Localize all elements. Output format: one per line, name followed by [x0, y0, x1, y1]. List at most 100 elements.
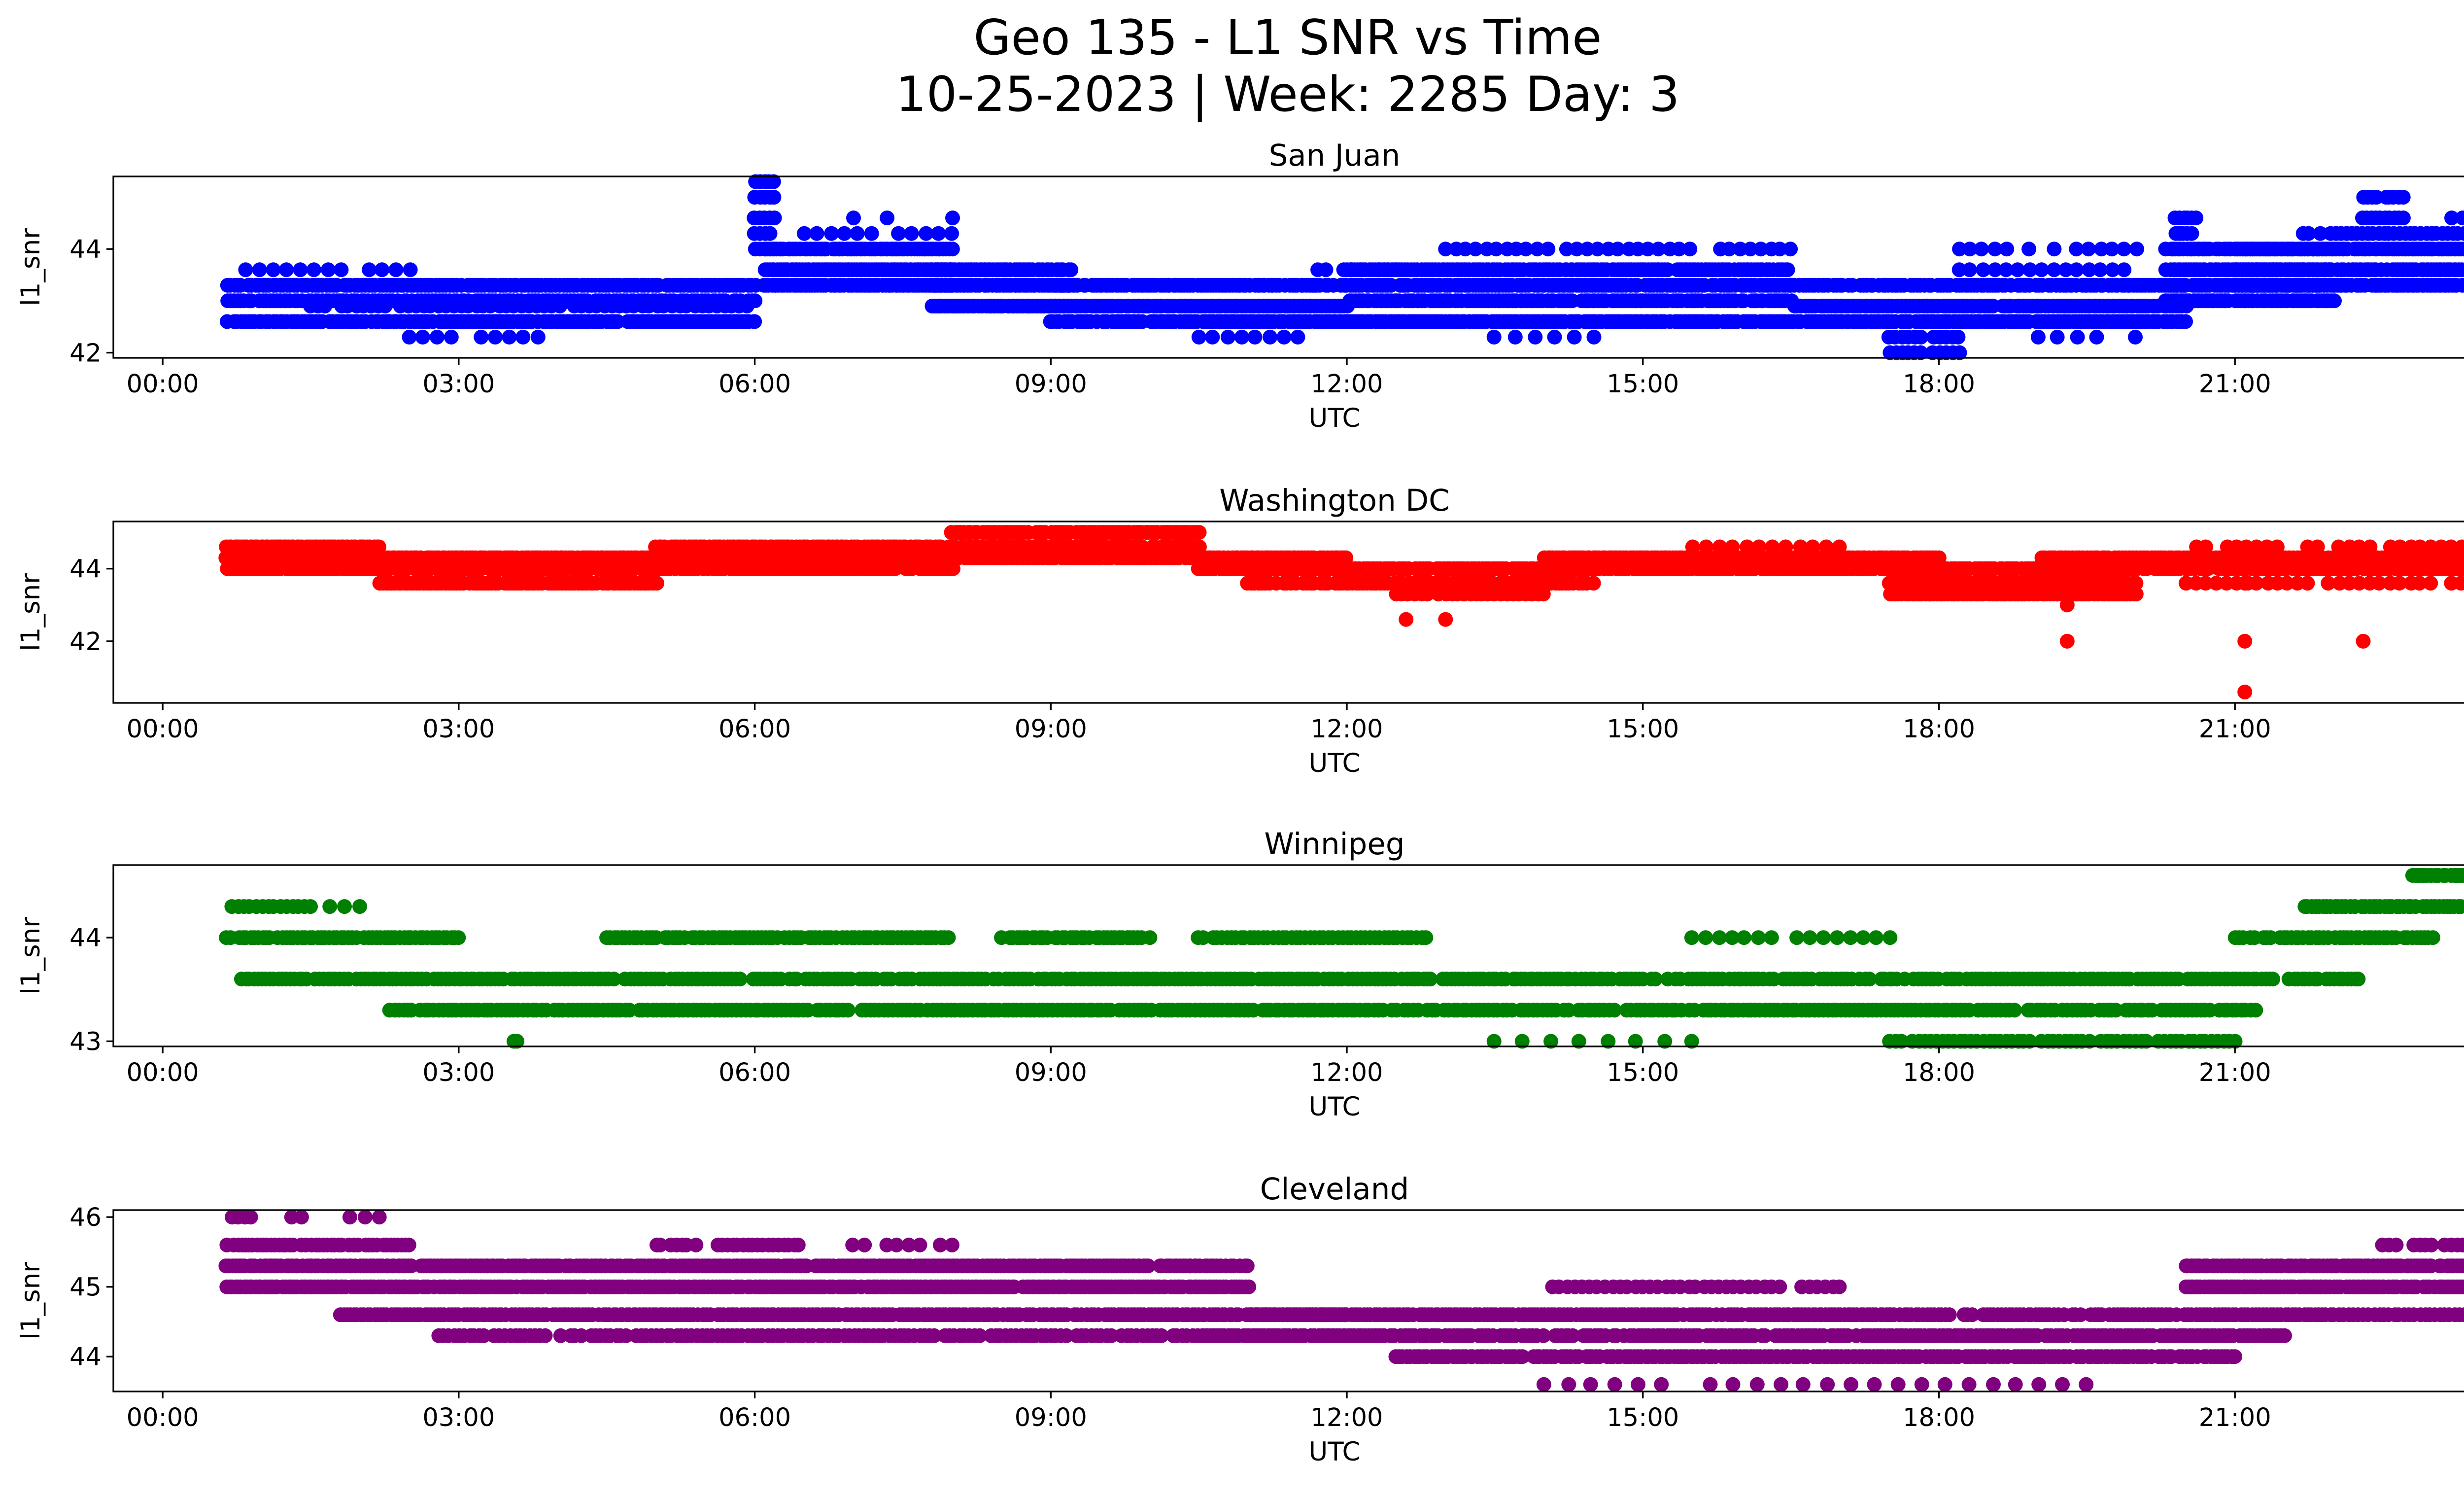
data-point [2327, 293, 2342, 309]
data-point [2116, 242, 2131, 257]
data-point [931, 226, 946, 241]
data-point [2129, 242, 2144, 257]
data-point [266, 262, 281, 278]
data-point [317, 298, 333, 313]
y-tick-label: 42 [69, 339, 102, 368]
data-point [1234, 329, 1249, 345]
data-point [1778, 539, 1793, 555]
data-point [362, 262, 377, 278]
data-point [766, 190, 782, 205]
data-point [2070, 329, 2085, 345]
data-point [1951, 329, 1966, 345]
data-point [375, 262, 390, 278]
data-point [238, 262, 253, 278]
data-point [1712, 539, 1727, 555]
data-point [1682, 242, 1698, 257]
data-point [2089, 329, 2104, 345]
data-point [1751, 539, 1767, 555]
data-point [1962, 262, 1977, 278]
data-point [502, 329, 517, 345]
data-point [850, 226, 865, 241]
data-point [1247, 329, 1263, 345]
data-point [944, 226, 959, 241]
data-point [1205, 329, 1220, 345]
data-point [1486, 329, 1502, 345]
x-axis-label: UTC [1308, 403, 1360, 433]
data-point [650, 576, 664, 591]
data-point [444, 329, 459, 345]
data-point [1220, 329, 1235, 345]
data-point [1913, 329, 1928, 345]
data-point [880, 210, 895, 226]
data-point [762, 226, 778, 241]
data-point [1547, 329, 1562, 345]
data-point [2128, 329, 2143, 345]
data-point [1832, 539, 1847, 555]
data-point [1999, 242, 2015, 257]
data-point [767, 210, 782, 226]
data-point [334, 262, 349, 278]
data-point [377, 298, 393, 313]
data-point [2047, 242, 2062, 257]
data-point [919, 226, 934, 241]
figure-title-line1: Geo 135 - L1 SNR vs Time [974, 10, 1602, 66]
data-point [1974, 242, 1989, 257]
data-point [1263, 329, 1278, 345]
data-point [891, 226, 906, 241]
x-tick-label: 09:00 [1015, 370, 1087, 399]
data-point [704, 314, 719, 329]
data-point [1780, 262, 1795, 278]
data-point [2396, 210, 2411, 226]
data-point [2081, 242, 2096, 257]
data-point [2021, 242, 2037, 257]
data-point [403, 262, 418, 278]
x-tick-label: 12:00 [1311, 370, 1383, 399]
data-point [388, 262, 404, 278]
data-point [1276, 329, 1292, 345]
data-point [2189, 210, 2204, 226]
data-point [610, 314, 625, 329]
data-point [252, 262, 267, 278]
x-tick-label: 06:00 [719, 370, 791, 399]
data-point [1540, 242, 1556, 257]
data-point [766, 174, 781, 189]
data-point [1805, 539, 1820, 555]
y-axis-label: l1_snr [16, 228, 46, 306]
y-tick-label: 44 [69, 235, 102, 264]
data-point [306, 262, 321, 278]
data-point [429, 329, 445, 345]
data-point [1063, 262, 1079, 278]
x-tick-label: 00:00 [127, 370, 199, 399]
data-point [2128, 576, 2144, 591]
data-point [552, 298, 568, 313]
data-point [1685, 539, 1700, 555]
data-point [864, 226, 879, 241]
data-point [1586, 329, 1602, 345]
x-tick-label: 15:00 [1607, 370, 1679, 399]
data-point [1783, 242, 1798, 257]
data-point [2069, 262, 2084, 278]
data-point [279, 262, 294, 278]
x-tick-label: 03:00 [422, 370, 495, 399]
data-point [1290, 329, 1305, 345]
data-point [945, 210, 960, 226]
scatter-points [219, 174, 2464, 360]
data-point [1765, 539, 1780, 555]
data-point [402, 314, 417, 329]
data-point [402, 329, 417, 345]
data-point [1699, 539, 1714, 555]
data-point [837, 226, 852, 241]
data-point [1725, 539, 1740, 555]
data-point [2050, 329, 2065, 345]
data-point [2117, 262, 2132, 278]
data-point [945, 242, 960, 257]
data-point [2396, 190, 2411, 205]
data-point [904, 226, 919, 241]
data-point [293, 262, 308, 278]
data-point [809, 226, 824, 241]
data-point [487, 329, 503, 345]
data-point [415, 329, 430, 345]
